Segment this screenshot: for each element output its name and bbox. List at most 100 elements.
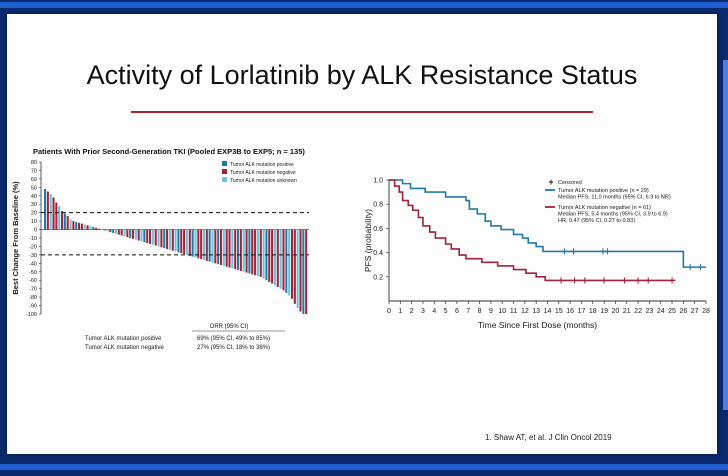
waterfall-bar [75, 221, 78, 230]
legend-entry-line1: Tumor ALK mutation negative (n = 61) [558, 205, 651, 211]
legend-entry-line3: HR, 0.47 (95% CI, 0.27 to 0.83) [558, 218, 635, 224]
y-tick-label: -90 [29, 304, 37, 310]
km-x-tick-label: 9 [489, 308, 493, 315]
orr-header: ORR (95% CI) [210, 324, 249, 330]
km-y-tick-label: 1.0 [373, 178, 383, 185]
waterfall-bar [279, 229, 282, 289]
y-tick-label: 60 [31, 177, 37, 183]
km-curve-positive [389, 179, 706, 268]
waterfall-bar [262, 229, 265, 279]
waterfall-bar [205, 229, 208, 261]
waterfall-bar [55, 202, 58, 230]
km-x-tick-label: 22 [634, 308, 642, 315]
y-tick-label: 50 [31, 185, 37, 191]
km-y-tick-label: 0.6 [373, 226, 383, 233]
waterfall-bar [305, 229, 308, 314]
km-y-tick-label: 0.4 [373, 250, 383, 257]
km-x-tick-label: 24 [657, 308, 665, 315]
waterfall-bar [293, 229, 296, 304]
waterfall-bar [166, 229, 169, 249]
waterfall-bar [157, 229, 160, 247]
waterfall-bar [109, 229, 112, 233]
waterfall-bar [200, 229, 203, 260]
km-x-axis-label: Time Since First Dose (months) [478, 320, 597, 330]
waterfall-bar [228, 229, 231, 268]
km-curve-negative [389, 179, 676, 282]
waterfall-chart: 80 70 60 50 40 30 20 10 0 -10 -20 -30 -40 -50 -60 -70 -8… [11, 160, 309, 351]
waterfall-bar [256, 229, 259, 276]
y-tick-label: 80 [31, 160, 37, 166]
waterfall-bar [123, 229, 126, 237]
waterfall-bar [163, 229, 166, 249]
waterfall-bar [69, 219, 72, 230]
km-x-tick-label: 13 [532, 308, 540, 315]
km-x-tick-label: 19 [600, 308, 608, 315]
waterfall-bar [239, 229, 242, 271]
km-y-tick-label: 0.8 [373, 202, 383, 209]
waterfall-bar [58, 205, 61, 230]
km-x-tick-label: 1 [398, 308, 402, 315]
waterfall-bar [120, 229, 123, 236]
legend-entry-line1: Tumor ALK mutation positive (n = 29) [558, 188, 649, 194]
y-tick-label: 0 [34, 228, 37, 234]
waterfall-bar [72, 221, 75, 230]
waterfall-bar [188, 229, 191, 256]
waterfall-bar [211, 229, 214, 263]
km-x-tick-label: 4 [432, 308, 436, 315]
km-x-tick-label: 23 [645, 308, 653, 315]
background-edge [723, 60, 728, 410]
waterfall-bar [237, 229, 240, 271]
waterfall-bar [46, 191, 49, 230]
km-x-tick-label: 27 [691, 308, 699, 315]
waterfall-bar [242, 229, 245, 272]
waterfall-bar [100, 229, 103, 231]
km-x-tick-label: 0 [387, 308, 391, 315]
waterfall-bar [97, 228, 100, 230]
waterfall-bar [276, 229, 279, 287]
y-tick-label: 30 [31, 202, 37, 208]
waterfall-bar [231, 229, 234, 269]
title-underline [131, 111, 593, 113]
orr-row-label: Tumor ALK mutation positive [85, 336, 162, 342]
y-tick-label: 70 [31, 168, 37, 174]
waterfall-bar [95, 227, 98, 230]
waterfall-bar [168, 229, 171, 250]
waterfall-bar [106, 229, 109, 232]
waterfall-bar [80, 223, 83, 230]
waterfall-chart-title: Patients With Prior Second-Generation TK… [33, 147, 305, 156]
waterfall-bar [154, 229, 157, 246]
y-tick-label: -80 [29, 295, 37, 301]
km-x-tick-label: 2 [410, 308, 414, 315]
waterfall-bar [112, 229, 115, 233]
legend-censored-label: Censored [558, 180, 582, 186]
waterfall-bar [248, 229, 251, 274]
km-x-tick-label: 11 [510, 308, 517, 315]
waterfall-bar [268, 229, 271, 282]
waterfall-bar [185, 229, 188, 255]
waterfall-bar [202, 229, 206, 260]
waterfall-bar [92, 227, 95, 230]
legend-swatch [222, 161, 227, 166]
km-x-tick-label: 3 [421, 308, 425, 315]
km-x-tick-label: 8 [478, 308, 482, 315]
km-x-tick-label: 15 [555, 308, 563, 315]
waterfall-bar [174, 229, 177, 252]
waterfall-bar [143, 229, 146, 243]
waterfall-bar [66, 216, 69, 230]
waterfall-bar [146, 229, 149, 244]
waterfall-bar [191, 229, 194, 257]
waterfall-bar [183, 229, 186, 255]
waterfall-bar [149, 229, 152, 244]
waterfall-bar [290, 229, 294, 299]
waterfall-bar [288, 229, 291, 296]
slide: Activity of Lorlatinib by ALK Resistance… [7, 14, 717, 454]
km-x-tick-label: 5 [444, 308, 448, 315]
waterfall-bar [44, 189, 47, 230]
y-tick-label: -30 [29, 253, 37, 259]
waterfall-bar [214, 229, 217, 264]
waterfall-bar [220, 229, 223, 266]
y-tick-label: -50 [29, 270, 37, 276]
waterfall-bar [114, 229, 118, 234]
km-x-tick-label: 18 [589, 308, 597, 315]
km-x-tick-label: 26 [679, 308, 687, 315]
